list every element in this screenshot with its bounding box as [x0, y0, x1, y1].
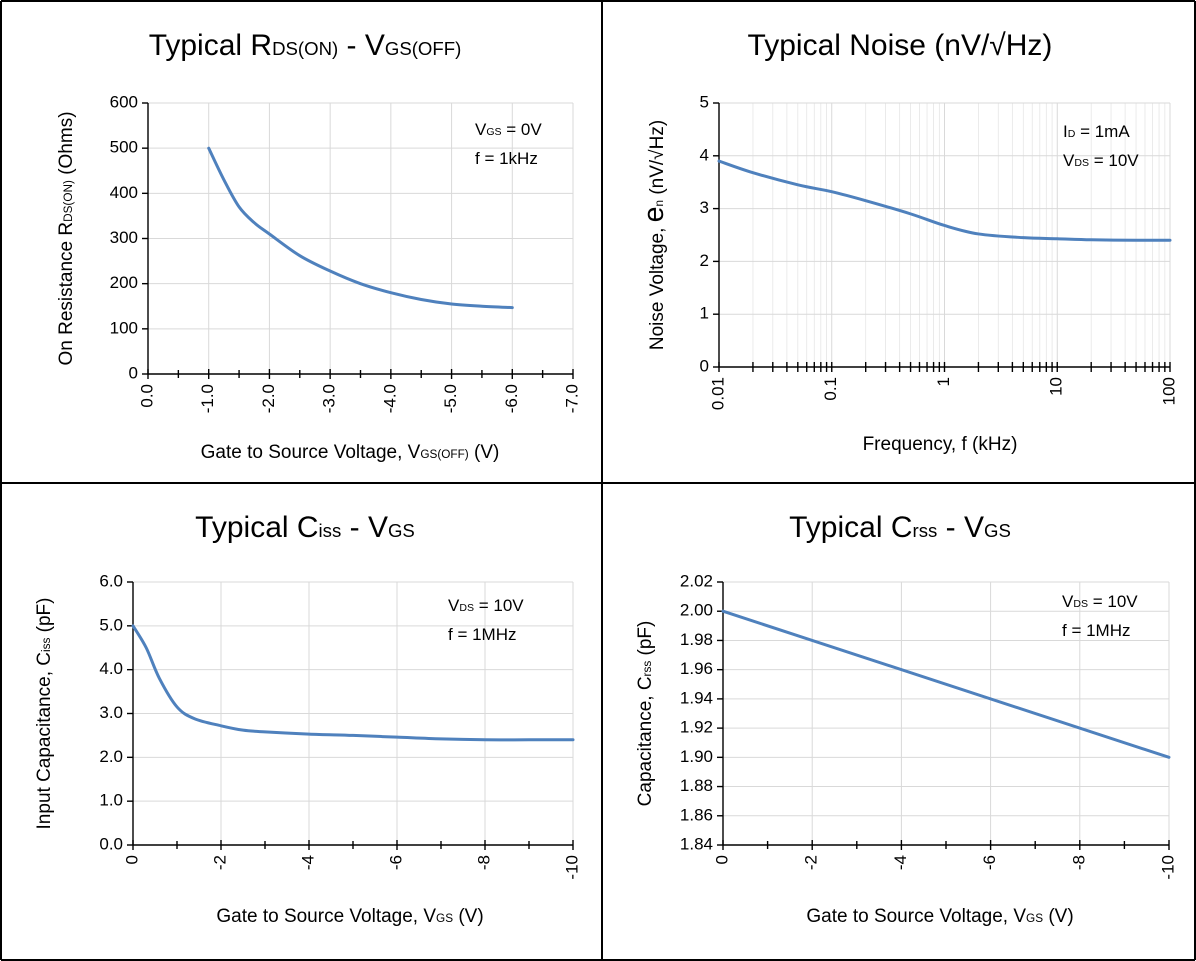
- x-tick-label: 1: [934, 377, 953, 386]
- condition-annotation: f = 1kHz: [475, 149, 538, 168]
- chart-rds: 0.0 -1.0 -2.0 -3.0 -4.0 -5.0 -6.0 -7.0 0 100 200 30…: [56, 29, 581, 463]
- y-axis-label: Noise Voltage, en (nV/√Hz): [638, 120, 670, 350]
- y-axis-label: On Resistance RDS(ON) (Ohms): [56, 111, 77, 365]
- x-tick-label: -10: [1158, 855, 1177, 880]
- x-tick-label: -4.0: [380, 384, 399, 413]
- y-tick-label: 1.92: [680, 718, 713, 737]
- condition-annotation: VDS = 10V: [1062, 592, 1138, 611]
- x-tick-label: 0.01: [708, 377, 727, 410]
- y-tick-label: 2.02: [680, 571, 713, 590]
- x-axis-label: Gate to Source Voltage, VGS(OFF) (V): [201, 442, 500, 463]
- y-tick-label: 1.86: [680, 805, 713, 824]
- y-tick-label: 400: [110, 183, 138, 202]
- condition-annotation: VGS = 0V: [475, 120, 542, 139]
- condition-annotation: ID = 1mA: [1063, 122, 1130, 141]
- y-tick-label: 0.0: [99, 834, 123, 853]
- x-tick-label: -8: [474, 855, 493, 870]
- y-axis-label: Input Capacitance, Ciss (pF): [34, 598, 55, 830]
- x-tick-label: 0: [122, 855, 141, 864]
- x-axis-label: Gate to Source Voltage, VGS (V): [806, 906, 1073, 927]
- y-tick-label: 2.00: [680, 601, 713, 620]
- y-tick-label: 200: [110, 273, 138, 292]
- chart-title: Typical Ciss - VGS: [195, 511, 415, 544]
- x-tick-label: -8: [1069, 855, 1088, 870]
- x-tick-label: -2: [210, 855, 229, 870]
- y-tick-label: 1: [700, 304, 709, 323]
- y-tick-label: 1.84: [680, 834, 713, 853]
- y-tick-label: 0: [700, 356, 709, 375]
- y-tick-label: 1.0: [99, 791, 123, 810]
- y-tick-label: 5.0: [99, 615, 123, 634]
- y-tick-label: 300: [110, 228, 138, 247]
- y-tick-label: 2: [700, 251, 709, 270]
- x-tick-label: 0.1: [821, 377, 840, 401]
- y-tick-label: 1.88: [680, 776, 713, 795]
- y-tick-label: 3: [700, 198, 709, 217]
- x-tick-label: 0.0: [137, 384, 156, 408]
- y-tick-label: 6.0: [99, 571, 123, 590]
- y-tick-label: 0: [129, 363, 138, 382]
- chart-title: Typical Crss - VGS: [789, 511, 1011, 544]
- chart-title: Typical Noise (nV/√Hz): [748, 29, 1053, 62]
- x-tick-label: -2.0: [259, 384, 278, 413]
- y-tick-label: 5: [700, 92, 709, 111]
- y-axis-label: Capacitance, Crss (pF): [635, 621, 656, 807]
- chart-ciss: 0 -2 -4 -6 -8 -10 0.0 1.0 2.0 3.0 4.0 5.0 6.0 Typical…: [34, 511, 581, 927]
- y-tick-label: 1.90: [680, 747, 713, 766]
- condition-annotation: f = 1MHz: [448, 625, 517, 644]
- x-tick-label: -4: [891, 855, 910, 870]
- x-tick-label: -1.0: [198, 384, 217, 413]
- y-tick-label: 2.0: [99, 747, 123, 766]
- y-tick-label: 1.98: [680, 630, 713, 649]
- x-tick-label: -6.0: [502, 384, 521, 413]
- series-line-rds: [207, 146, 514, 310]
- condition-annotation: VDS = 10V: [1063, 151, 1139, 170]
- series-line-crss: [721, 609, 1171, 759]
- x-tick-label: -7.0: [562, 384, 581, 413]
- x-tick-label: 0: [712, 855, 731, 864]
- x-axis-label: Frequency, f (kHz): [863, 434, 1018, 455]
- x-tick-label: 100: [1159, 377, 1178, 405]
- y-tick-label: 500: [110, 138, 138, 157]
- y-tick-label: 3.0: [99, 703, 123, 722]
- x-tick-label: -4: [298, 855, 317, 870]
- series-line-ciss: [131, 624, 575, 742]
- y-tick-label: 4.0: [99, 659, 123, 678]
- x-tick-label: -6: [386, 855, 405, 870]
- x-tick-label: 10: [1047, 377, 1066, 396]
- x-tick-label: -6: [980, 855, 999, 870]
- x-tick-label: -3.0: [320, 384, 339, 413]
- x-tick-label: -10: [562, 855, 581, 880]
- y-tick-label: 4: [700, 145, 709, 164]
- x-tick-label: -2: [802, 855, 821, 870]
- condition-annotation: f = 1MHz: [1062, 621, 1131, 640]
- condition-annotation: VDS = 10V: [448, 596, 524, 615]
- chart-crss: 0 -2 -4 -6 -8 -10 1.84 1.86 1.88 1.90 1.92 1.94 1.96…: [635, 511, 1177, 927]
- chart-noise: 0.01 0.1 1 10 100 0 1 2 3 4 5 Typical Noise (nV/√Hz…: [638, 29, 1178, 455]
- y-tick-label: 100: [110, 318, 138, 337]
- series-line-noise: [717, 159, 1172, 242]
- x-axis-label: Gate to Source Voltage, VGS (V): [216, 906, 483, 927]
- y-tick-label: 600: [110, 92, 138, 111]
- x-tick-label: -5.0: [441, 384, 460, 413]
- chart-title: Typical RDS(ON) - VGS(OFF): [149, 29, 462, 62]
- y-tick-label: 1.94: [680, 688, 713, 707]
- y-tick-label: 1.96: [680, 659, 713, 678]
